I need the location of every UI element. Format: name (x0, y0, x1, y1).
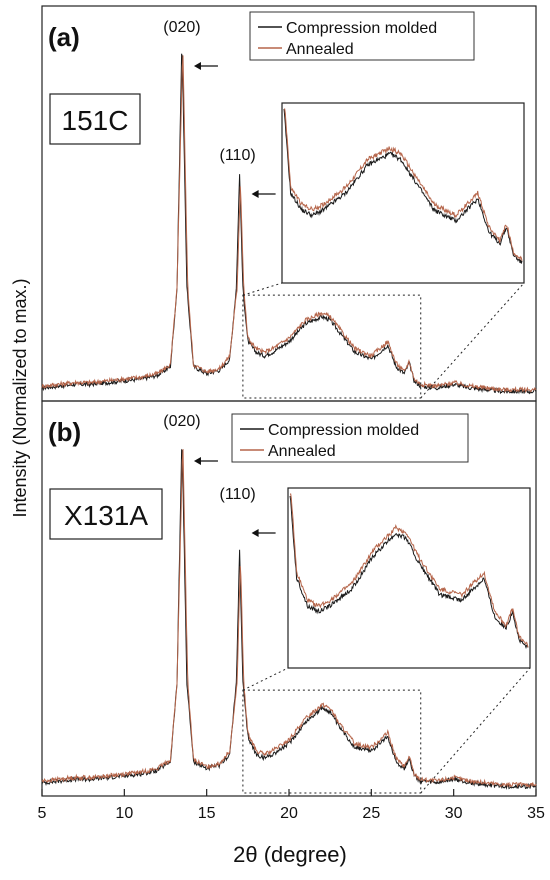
sample-label: 151C (62, 105, 129, 136)
legend-entry: Compression molded (286, 20, 437, 37)
x-tick-label: 20 (280, 805, 298, 822)
inset-series-line (283, 108, 523, 264)
peak-label: (110) (220, 147, 256, 164)
peak-arrow-head (251, 190, 259, 198)
x-tick-label: 5 (38, 805, 47, 822)
inset-series-line (290, 493, 529, 648)
inset-series-line (289, 496, 529, 649)
inset-series-line (284, 108, 523, 261)
x-axis-label: 2θ (degree) (233, 842, 347, 867)
sample-label-box (49, 93, 141, 145)
panel-b: (b) X131A Compression molded Annealed (020) (… (41, 400, 537, 797)
panel-a: (a) 151C Compression molded Annealed (020) (1… (41, 5, 537, 402)
inset-frame (281, 102, 525, 284)
zoom-connector (242, 667, 289, 691)
x-tick-label: 15 (198, 805, 216, 822)
zoom-region (242, 294, 422, 399)
sample-label-box (49, 488, 163, 540)
x-tick-label: 10 (115, 805, 133, 822)
series-line (41, 55, 537, 394)
y-axis-label: Intensity (Normalized to max.) (10, 278, 30, 517)
peak-label: (110) (220, 486, 256, 503)
legend-entry: Compression molded (268, 422, 419, 439)
inset-frame (287, 487, 531, 669)
zoom-region (242, 689, 422, 794)
zoom-connector (420, 667, 531, 794)
legend-box (231, 413, 469, 463)
legend-entry: Annealed (268, 443, 336, 460)
x-tick-label: 35 (527, 805, 545, 822)
zoom-connector (420, 282, 525, 399)
peak-label: (020) (163, 19, 200, 36)
x-tick-label: 30 (445, 805, 463, 822)
legend-entry: Annealed (286, 41, 354, 58)
peak-arrow-head (193, 457, 201, 465)
legend-box (249, 11, 475, 61)
peak-arrow-head (251, 529, 259, 537)
peak-arrow-head (193, 62, 201, 70)
x-axis: 5 10 15 20 25 30 35 (38, 789, 545, 822)
series-line (41, 448, 537, 788)
x-tick-label: 25 (362, 805, 380, 822)
series-line (41, 53, 537, 395)
sample-label: X131A (64, 500, 148, 531)
panel-label: (a) (48, 22, 80, 52)
panel-label: (b) (48, 417, 81, 447)
zoom-connector (242, 282, 283, 296)
peak-label: (020) (163, 413, 200, 430)
